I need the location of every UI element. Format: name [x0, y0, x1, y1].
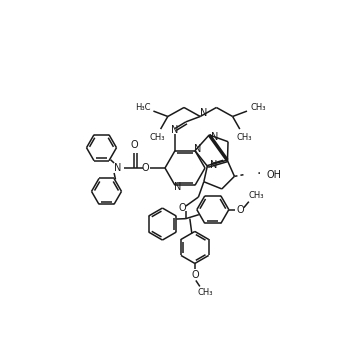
Text: N: N	[211, 132, 218, 142]
Text: N: N	[171, 126, 179, 135]
Text: N: N	[210, 160, 217, 170]
Text: O: O	[236, 205, 244, 215]
Text: O: O	[142, 163, 149, 173]
Text: ·: ·	[256, 167, 261, 180]
Text: OH: OH	[266, 170, 282, 180]
Text: O: O	[131, 140, 138, 151]
Text: CH₃: CH₃	[150, 132, 165, 142]
Text: N: N	[194, 144, 202, 154]
Text: CH₃: CH₃	[236, 132, 252, 142]
Text: CH₃: CH₃	[250, 103, 266, 111]
Text: N: N	[114, 163, 122, 173]
Text: H₃C: H₃C	[135, 103, 150, 111]
Text: O: O	[178, 203, 186, 213]
Text: CH₃: CH₃	[197, 288, 213, 297]
Text: O: O	[191, 270, 199, 281]
Text: N: N	[199, 109, 207, 118]
Text: CH₃: CH₃	[248, 191, 264, 200]
Text: N: N	[174, 182, 182, 192]
